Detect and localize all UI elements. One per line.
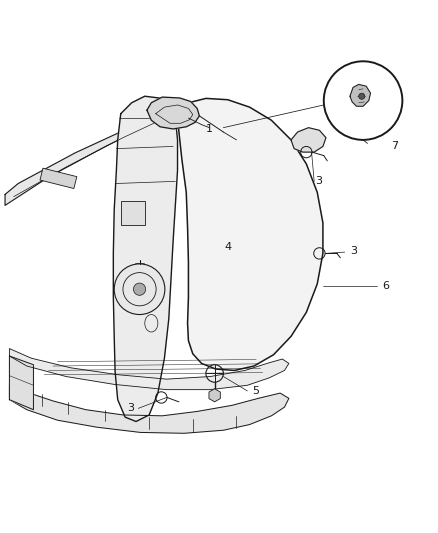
Text: 3: 3 [127, 403, 134, 414]
Circle shape [114, 264, 165, 314]
Polygon shape [350, 84, 371, 106]
Polygon shape [291, 128, 326, 152]
Text: 6: 6 [383, 281, 390, 291]
Polygon shape [10, 385, 289, 433]
Circle shape [134, 283, 146, 295]
Bar [40, 168, 77, 189]
Text: 1: 1 [205, 124, 212, 134]
Polygon shape [147, 97, 199, 129]
Text: 5: 5 [252, 386, 259, 396]
Polygon shape [10, 356, 33, 410]
Circle shape [324, 61, 403, 140]
Polygon shape [10, 349, 289, 390]
Text: 3: 3 [315, 176, 322, 187]
Polygon shape [177, 99, 323, 370]
Text: 4: 4 [224, 242, 231, 252]
Circle shape [359, 93, 365, 99]
Text: 3: 3 [350, 246, 357, 256]
Text: 7: 7 [392, 141, 399, 151]
Polygon shape [5, 116, 162, 205]
Polygon shape [113, 96, 177, 422]
Bar [121, 201, 145, 225]
